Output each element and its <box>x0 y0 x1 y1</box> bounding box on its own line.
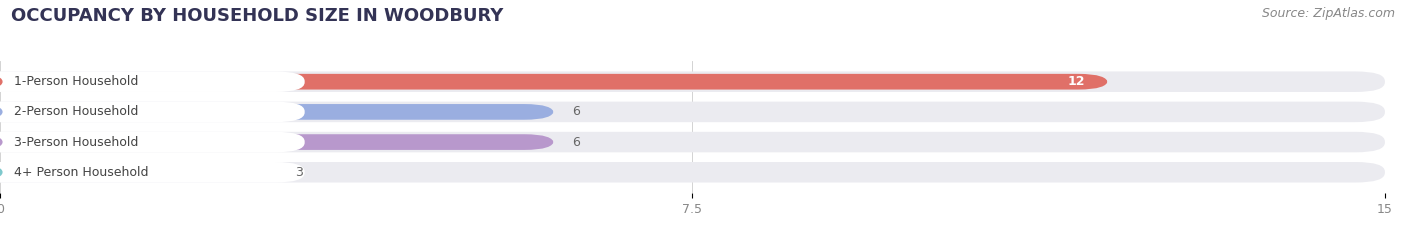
Text: 6: 6 <box>572 136 581 149</box>
Text: 12: 12 <box>1067 75 1085 88</box>
FancyBboxPatch shape <box>0 72 305 92</box>
FancyBboxPatch shape <box>0 162 1385 182</box>
Text: 1-Person Household: 1-Person Household <box>14 75 138 88</box>
Text: 2-Person Household: 2-Person Household <box>14 105 138 118</box>
Circle shape <box>0 134 1 150</box>
FancyBboxPatch shape <box>0 104 554 120</box>
FancyBboxPatch shape <box>0 102 305 122</box>
FancyBboxPatch shape <box>0 102 1385 122</box>
Text: 6: 6 <box>572 105 581 118</box>
FancyBboxPatch shape <box>0 72 1385 92</box>
FancyBboxPatch shape <box>0 134 554 150</box>
FancyBboxPatch shape <box>0 132 305 152</box>
FancyBboxPatch shape <box>0 74 1108 89</box>
Text: OCCUPANCY BY HOUSEHOLD SIZE IN WOODBURY: OCCUPANCY BY HOUSEHOLD SIZE IN WOODBURY <box>11 7 503 25</box>
Text: 4+ Person Household: 4+ Person Household <box>14 166 149 179</box>
Circle shape <box>0 104 1 120</box>
Text: 3-Person Household: 3-Person Household <box>14 136 138 149</box>
FancyBboxPatch shape <box>0 162 305 182</box>
Circle shape <box>0 74 1 90</box>
Text: Source: ZipAtlas.com: Source: ZipAtlas.com <box>1261 7 1395 20</box>
FancyBboxPatch shape <box>0 164 277 180</box>
Circle shape <box>0 164 1 180</box>
Text: 3: 3 <box>295 166 304 179</box>
FancyBboxPatch shape <box>0 132 1385 152</box>
